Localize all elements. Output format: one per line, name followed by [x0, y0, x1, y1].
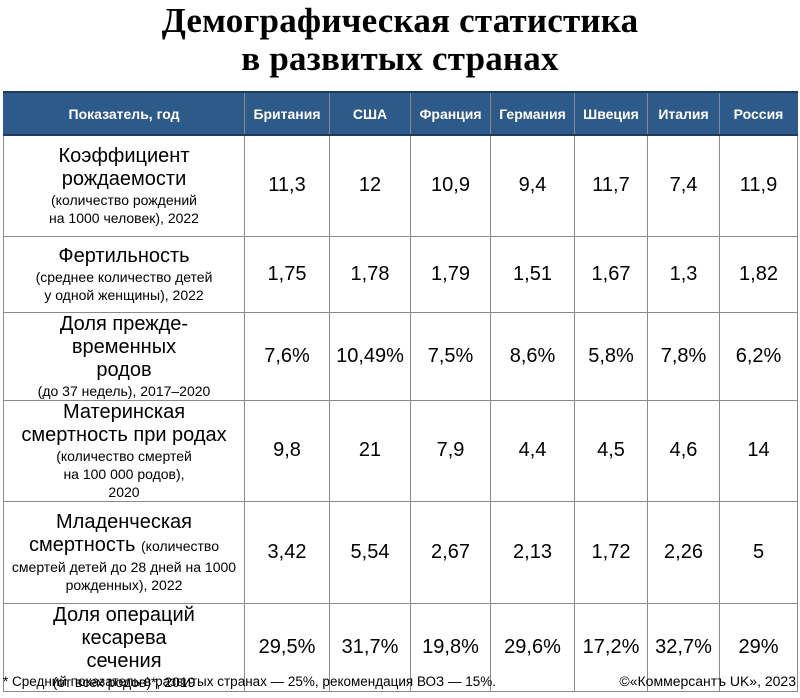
title-line-1: Демографическая статистика — [161, 1, 639, 40]
column-header-usa: США — [329, 91, 411, 136]
column-header-germany: Германия — [490, 91, 575, 136]
table-cell: 29% — [719, 602, 798, 692]
row-label-sub: (количество смертей на 100 000 родов), 2… — [56, 447, 192, 500]
table-cell: 3,42 — [244, 500, 330, 604]
row-label-sub: (среднее количество детей у одной женщин… — [35, 268, 213, 303]
column-header-britain: Британия — [244, 91, 330, 136]
table-cell: 1,3 — [647, 235, 720, 313]
table-cell: 10,49% — [329, 311, 411, 401]
column-header-sweden: Швеция — [574, 91, 648, 136]
row-label-premature-births: Доля преждe-временных родов (до 37 недел… — [3, 311, 245, 401]
table-cell: 11,9 — [719, 134, 798, 237]
table-cell: 1,79 — [410, 235, 491, 313]
row-label-main: Материнская смертность при родах — [21, 400, 227, 446]
table-row: Материнская смертность при родах (количе… — [3, 399, 798, 502]
table-cell: 5,54 — [329, 500, 411, 604]
table-cell: 7,8% — [647, 311, 720, 401]
row-label-main: Коэффициент рождаемости — [58, 144, 190, 190]
table-cell: 29,6% — [490, 602, 575, 692]
table-cell: 1,75 — [244, 235, 330, 313]
row-label-maternal-mortality: Материнская смертность при родах (количе… — [3, 399, 245, 502]
row-label-main: Младенческая смертность — [28, 510, 192, 556]
row-label-infant-mortality: Младенческая смертность (количество смер… — [3, 500, 245, 604]
table-cell: 21 — [329, 399, 411, 502]
row-label-fertility: Фертильность (среднее количество детей у… — [3, 235, 245, 313]
row-label-birth-rate: Коэффициент рождаемости (количество рожд… — [3, 134, 245, 237]
column-header-indicator: Показатель, год — [3, 91, 245, 136]
table-row: Доля преждe-временных родов (до 37 недел… — [3, 311, 798, 401]
table-row: Фертильность (среднее количество детей у… — [3, 235, 798, 313]
table-cell: 11,3 — [244, 134, 330, 237]
table-cell: 8,6% — [490, 311, 575, 401]
row-label-main: Фертильность — [58, 244, 190, 267]
table-cell: 31,7% — [329, 602, 411, 692]
table-cell: 14 — [719, 399, 798, 502]
table-row: Младенческая смертность (количество смер… — [3, 500, 798, 604]
table-cell: 1,72 — [574, 500, 648, 604]
table-cell: 1,78 — [329, 235, 411, 313]
row-label-main: Доля операций кесарева сечения — [53, 603, 195, 672]
table-cell: 1,82 — [719, 235, 798, 313]
table-cell: 5 — [719, 500, 798, 604]
table-row: Доля операций кесарева сечения (от всех … — [3, 602, 798, 692]
table-cell: 4,5 — [574, 399, 648, 502]
row-label-main: Доля преждe-временных родов — [59, 312, 189, 381]
table-cell: 1,67 — [574, 235, 648, 313]
demographics-table: Показатель, год Британия США Франция Гер… — [3, 91, 798, 692]
table-cell: 6,2% — [719, 311, 798, 401]
table-cell: 12 — [329, 134, 411, 237]
table-header-row: Показатель, год Британия США Франция Гер… — [3, 91, 798, 136]
row-label-sub: смертей детей до 28 дней на 1000 рожденн… — [11, 558, 237, 593]
table-cell: 4,4 — [490, 399, 575, 502]
row-label-sub: (до 37 недель), 2017–2020 — [37, 382, 211, 399]
table-cell: 29,5% — [244, 602, 330, 692]
page-title: Демографическая статистика в развитых ст… — [0, 2, 800, 78]
table-cell: 10,9 — [410, 134, 491, 237]
table-cell: 2,26 — [647, 500, 720, 604]
row-label-sub: (количество рождений на 1000 человек), 2… — [49, 191, 199, 226]
table-cell: 9,8 — [244, 399, 330, 502]
column-header-russia: Россия — [719, 91, 798, 136]
table-cell: 1,51 — [490, 235, 575, 313]
table-cell: 7,5% — [410, 311, 491, 401]
table-cell: 5,8% — [574, 311, 648, 401]
table-cell: 7,9 — [410, 399, 491, 502]
row-label-sub: (от всех родов)*, 2019 — [52, 673, 196, 690]
table-cell: 2,67 — [410, 500, 491, 604]
table-cell: 19,8% — [410, 602, 491, 692]
table-cell: 2,13 — [490, 500, 575, 604]
row-label-main-wrap: Младенческая смертность (количество — [10, 511, 238, 558]
column-header-italy: Италия — [647, 91, 720, 136]
table-cell: 7,4 — [647, 134, 720, 237]
footnote: * Средний показатель в развитых странах … — [3, 674, 496, 689]
table-cell: 4,6 — [647, 399, 720, 502]
column-header-france: Франция — [410, 91, 491, 136]
title-line-2: в развитых странах — [241, 39, 559, 78]
row-label-inline: (количество — [141, 537, 219, 554]
table-cell: 7,6% — [244, 311, 330, 401]
copyright: ©«Коммерсантъ UK», 2023 — [619, 673, 796, 689]
row-label-caesarean: Доля операций кесарева сечения (от всех … — [3, 602, 245, 692]
table-row: Коэффициент рождаемости (количество рожд… — [3, 134, 798, 237]
table-cell: 11,7 — [574, 134, 648, 237]
table-cell: 9,4 — [490, 134, 575, 237]
